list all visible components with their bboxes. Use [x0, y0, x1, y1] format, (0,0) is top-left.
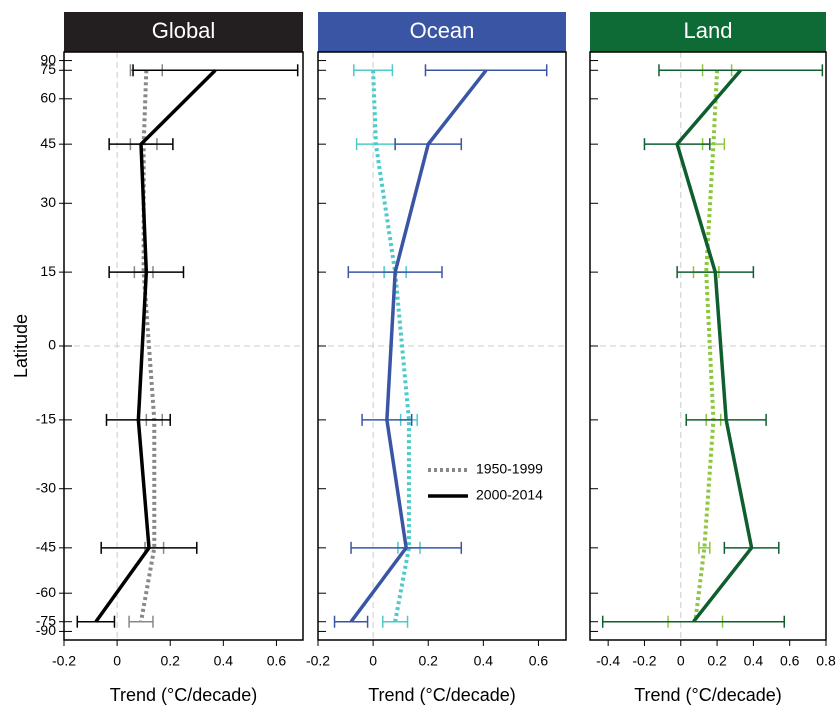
error-bar	[333, 615, 369, 628]
plot-frame	[589, 51, 827, 641]
x-tick-label: 0.2	[707, 653, 727, 669]
y-tick-label: -60	[36, 584, 56, 600]
series-line	[693, 70, 720, 622]
series-line	[371, 70, 411, 623]
panel-title: Ocean	[410, 18, 475, 43]
x-tick-label: 0.4	[214, 653, 234, 669]
error-bar	[698, 541, 711, 554]
series-line	[139, 70, 157, 623]
legend-label: 1950-1999	[476, 461, 543, 477]
y-tick-label: 15	[40, 263, 56, 279]
plot-frame	[317, 51, 567, 641]
x-tick-label: 0.6	[780, 653, 800, 669]
x-axis-label: Trend (°C/decade)	[110, 685, 258, 705]
y-tick-label: 75	[40, 61, 56, 77]
y-tick-label: 60	[40, 90, 56, 106]
plot-frame	[63, 51, 304, 641]
x-tick-label: -0.2	[632, 653, 656, 669]
x-tick-label: 0.6	[267, 653, 287, 669]
panel-title: Global	[152, 18, 216, 43]
x-tick-label: -0.4	[596, 653, 620, 669]
y-tick-label: 45	[40, 135, 56, 151]
panel-header	[318, 12, 566, 52]
x-tick-label: 0.4	[744, 653, 764, 669]
x-tick-label: 0.6	[529, 653, 549, 669]
y-tick-label: 0	[48, 337, 56, 353]
x-tick-label: -0.2	[52, 653, 76, 669]
y-tick-label: 90	[40, 51, 56, 67]
y-tick-label: 30	[40, 194, 56, 210]
y-tick-label: -90	[36, 622, 56, 638]
y-tick-label: -30	[36, 479, 56, 495]
x-axis-label: Trend (°C/decade)	[634, 685, 782, 705]
x-tick-label: 0	[677, 653, 685, 669]
panel-header	[590, 12, 826, 52]
x-tick-label: 0.2	[160, 653, 180, 669]
x-tick-label: 0	[113, 653, 121, 669]
legend-label: 2000-2014	[476, 487, 543, 503]
x-tick-label: 0.8	[816, 653, 836, 669]
x-tick-label: -0.2	[306, 653, 330, 669]
x-tick-label: 0	[369, 653, 377, 669]
panel-header	[64, 12, 303, 52]
y-axis-label: Latitude	[11, 314, 31, 378]
x-tick-label: 0.4	[474, 653, 494, 669]
series-line	[675, 69, 754, 623]
y-tick-label: -15	[36, 411, 56, 427]
series-line	[349, 69, 488, 623]
series-line	[94, 69, 217, 623]
y-tick-label: -75	[36, 612, 56, 628]
x-tick-label: 0.2	[418, 653, 438, 669]
panel-title: Land	[684, 18, 733, 43]
y-tick-label: -45	[36, 539, 56, 555]
x-axis-label: Trend (°C/decade)	[368, 685, 516, 705]
